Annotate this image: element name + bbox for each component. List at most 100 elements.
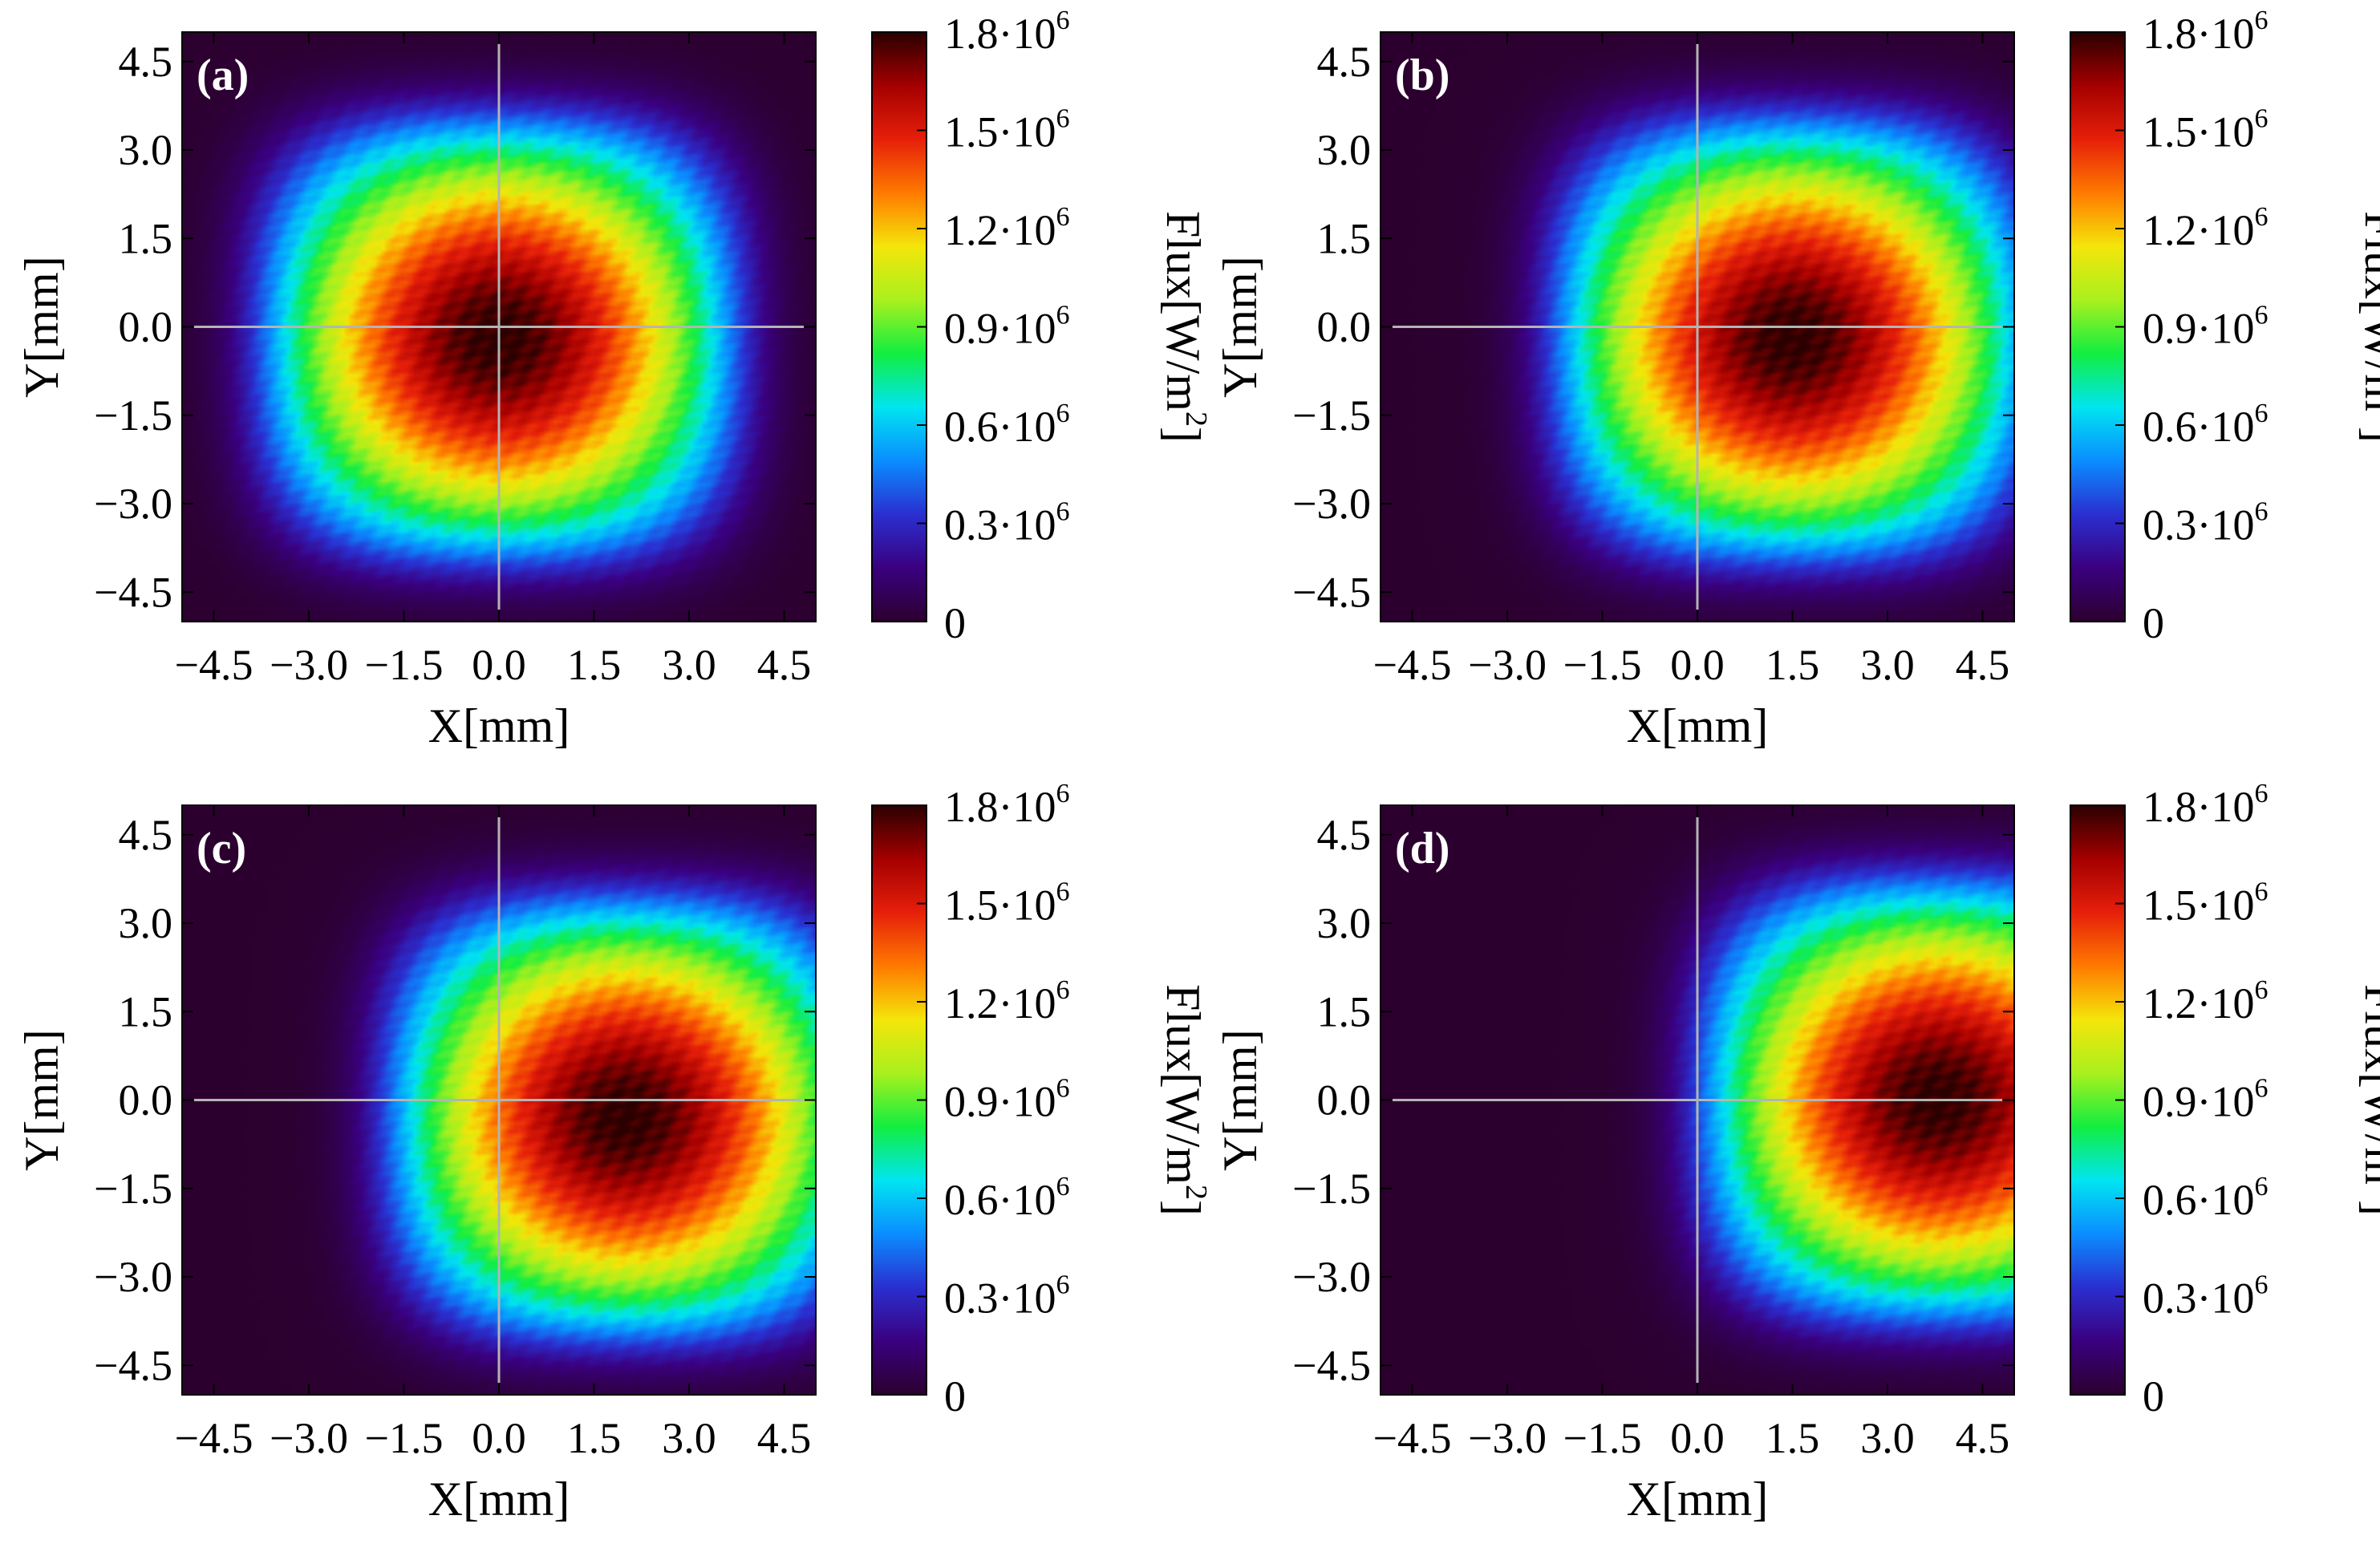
- x-tick-label: 0.0: [472, 641, 526, 689]
- y-tick-label: −1.5: [94, 1165, 172, 1213]
- colorbar-tick-label: 1.2·106: [2143, 202, 2268, 254]
- y-axis-label: Y[mm]: [1214, 1029, 1267, 1171]
- panel-c: (c)−4.5 −3.0 −1.5 0.0 1.5 3.0 4.54.53.01.50.0−…: [15, 779, 1213, 1526]
- panel-a: (a)−4.5 −3.0 −1.5 0.0 1.5 3.0 4.54.53.01.50.0−…: [15, 6, 1213, 752]
- colorbar-tick-label: 0.3·106: [944, 1270, 1069, 1323]
- y-tick-label: 3.0: [119, 899, 173, 947]
- y-tick-label: −4.5: [1292, 1341, 1371, 1389]
- x-tick-label: −3.0: [1468, 641, 1547, 689]
- colorbar-tick-label: 0: [944, 1372, 966, 1420]
- x-tick-label: 1.5: [1766, 641, 1820, 689]
- y-tick-label: −1.5: [1292, 1165, 1371, 1213]
- colorbar-tick-label: 1.2·106: [2143, 975, 2268, 1027]
- y-tick-label: −3.0: [1292, 1253, 1371, 1301]
- x-tick-label: 0.0: [1670, 1414, 1725, 1462]
- y-tick-label: 4.5: [119, 38, 173, 86]
- y-tick-label: 3.0: [1317, 899, 1372, 947]
- colorbar-tick-label: 0.6·106: [2143, 1172, 2268, 1224]
- y-tick-label: 4.5: [1317, 811, 1372, 859]
- y-axis-label: Y[mm]: [15, 1029, 68, 1171]
- colorbar-label: Flux[W/m2]: [1157, 211, 1213, 443]
- y-tick-label: −3.0: [94, 480, 172, 528]
- colorbar-tick-label: 0.6·106: [2143, 399, 2268, 451]
- colorbar-tick-label: 1.8·106: [944, 6, 1069, 58]
- y-tick-label: 1.5: [119, 987, 173, 1035]
- x-tick-label: −4.5: [175, 1414, 253, 1462]
- y-tick-label: 4.5: [1317, 38, 1372, 86]
- colorbar-tick-label: 0: [2143, 599, 2164, 647]
- colorbar-label: Flux[W/m2]: [2355, 984, 2380, 1216]
- colorbar-tick-label: 0.9·106: [2143, 301, 2268, 353]
- x-tick-label: −1.5: [1563, 1414, 1642, 1462]
- y-tick-label: 4.5: [119, 811, 173, 859]
- y-tick-label: −4.5: [94, 1341, 172, 1389]
- colorbar-tick-label: 1.5·106: [2143, 104, 2268, 156]
- colorbar-tick-label: 0.6·106: [944, 399, 1069, 451]
- x-tick-label: −4.5: [1373, 1414, 1452, 1462]
- colorbar-tick-label: 1.8·106: [2143, 779, 2268, 831]
- x-tick-label: 3.0: [1860, 641, 1915, 689]
- colorbar-label: Flux[W/m2]: [2355, 211, 2380, 443]
- y-tick-label: 1.5: [1317, 214, 1372, 262]
- y-tick-label: 1.5: [1317, 987, 1372, 1035]
- colorbar-tick-label: 0.9·106: [944, 1074, 1069, 1126]
- y-tick-label: 3.0: [1317, 126, 1372, 174]
- x-tick-label: −1.5: [365, 1414, 444, 1462]
- x-tick-label: −3.0: [1468, 1414, 1547, 1462]
- x-tick-label: 4.5: [757, 1414, 812, 1462]
- y-tick-label: −4.5: [94, 568, 172, 616]
- x-tick-label: 1.5: [567, 1414, 622, 1462]
- colorbar-tick-label: 1.8·106: [944, 779, 1069, 831]
- colorbar-tick-label: 1.5·106: [944, 877, 1069, 930]
- y-tick-label: 1.5: [119, 214, 173, 262]
- colorbar-tick-label: 0.6·106: [944, 1172, 1069, 1224]
- y-tick-label: 3.0: [119, 126, 173, 174]
- x-tick-label: 3.0: [662, 1414, 716, 1462]
- x-tick-label: −4.5: [175, 641, 253, 689]
- y-axis-label: Y[mm]: [1214, 256, 1267, 398]
- colorbar-tick-label: 0: [944, 599, 966, 647]
- x-tick-label: −3.0: [270, 641, 348, 689]
- x-tick-label: 0.0: [1670, 641, 1725, 689]
- y-tick-label: −3.0: [94, 1253, 172, 1301]
- y-tick-label: 0.0: [1317, 303, 1372, 351]
- colorbar-tick-label: 1.8·106: [2143, 6, 2268, 58]
- colorbar-tick-label: 0.9·106: [944, 301, 1069, 353]
- x-tick-label: 0.0: [472, 1414, 526, 1462]
- x-axis-label: X[mm]: [1627, 699, 1769, 752]
- panel-d: (d)−4.5 −3.0 −1.5 0.0 1.5 3.0 4.54.53.01.50.0−…: [1214, 779, 2380, 1526]
- x-tick-label: −1.5: [365, 641, 444, 689]
- x-tick-label: 1.5: [567, 641, 622, 689]
- y-tick-label: 0.0: [119, 1076, 173, 1124]
- colorbar-tick-label: 0.3·106: [2143, 1270, 2268, 1323]
- panel-label: (a): [197, 51, 249, 100]
- colorbar-tick-label: 1.5·106: [944, 104, 1069, 156]
- colorbar-tick-label: 1.2·106: [944, 975, 1069, 1027]
- colorbar-label: Flux[W/m2]: [1157, 984, 1213, 1216]
- panel-b: (b)−4.5 −3.0 −1.5 0.0 1.5 3.0 4.54.53.01.50.0−…: [1214, 6, 2380, 752]
- y-axis-label: Y[mm]: [15, 256, 68, 398]
- x-tick-label: 4.5: [1956, 1414, 2010, 1462]
- x-tick-label: 3.0: [662, 641, 716, 689]
- colorbar-tick-label: 1.5·106: [2143, 877, 2268, 930]
- colorbar-tick-label: 1.2·106: [944, 202, 1069, 254]
- panel-label: (b): [1395, 51, 1449, 100]
- x-tick-label: 4.5: [757, 641, 812, 689]
- y-tick-label: −1.5: [94, 391, 172, 440]
- x-axis-label: X[mm]: [1627, 1473, 1769, 1526]
- y-tick-label: −4.5: [1292, 568, 1371, 616]
- x-tick-label: 4.5: [1956, 641, 2010, 689]
- x-tick-label: −3.0: [270, 1414, 348, 1462]
- colorbar-tick-label: 0: [2143, 1372, 2164, 1420]
- x-tick-label: −4.5: [1373, 641, 1452, 689]
- x-axis-label: X[mm]: [428, 1473, 570, 1526]
- panel-label: (c): [197, 824, 246, 873]
- x-axis-label: X[mm]: [428, 699, 570, 752]
- panel-label: (d): [1395, 824, 1449, 873]
- y-tick-label: 0.0: [1317, 1076, 1372, 1124]
- x-tick-label: 1.5: [1766, 1414, 1820, 1462]
- x-tick-label: −1.5: [1563, 641, 1642, 689]
- y-tick-label: −1.5: [1292, 391, 1371, 440]
- colorbar-tick-label: 0.3·106: [2143, 497, 2268, 549]
